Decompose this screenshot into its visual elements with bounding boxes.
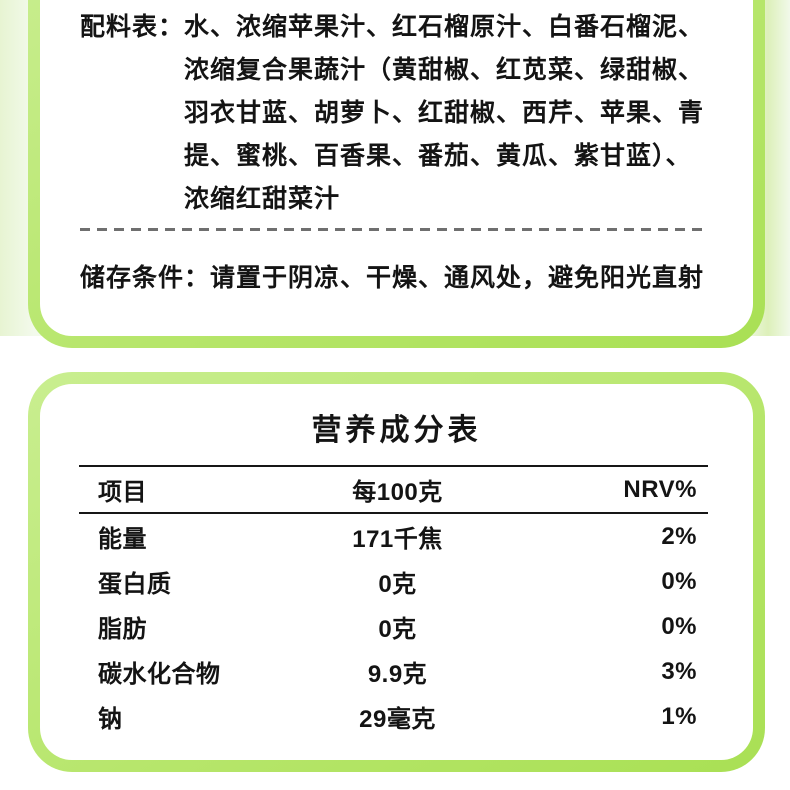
cell-per-100g: 29毫克 [359,706,436,733]
nutrition-table: 项目 每100克 NRV% 能量 171千焦 2% 蛋白质 0克 0% [79,465,708,739]
ingredients-text: 水、浓缩苹果汁、红石榴原汁、白番石榴泥、 浓缩复合果蔬汁（黄甜椒、红苋菜、绿甜椒… [184,6,708,221]
ingredients-card: 配料表： 水、浓缩苹果汁、红石榴原汁、白番石榴泥、 浓缩复合果蔬汁（黄甜椒、红苋… [40,0,753,336]
cell-per-100g: 0克 [378,571,417,598]
cell-item: 碳水化合物 [98,661,221,688]
cell-per-100g: 9.9克 [367,661,428,688]
storage-conditions: 储存条件：请置于阴凉、干燥、通风处，避免阳光直射 [80,257,708,300]
nutrition-title: 营养成分表 [311,414,482,447]
cell-nrv: 1% [661,702,697,730]
storage-label: 储存条件： [80,264,211,292]
storage-text: 请置于阴凉、干燥、通风处，避免阳光直射 [210,264,705,292]
nutrition-card: 营养成分表 项目 每100克 NRV% 能量 171千焦 2% [40,384,753,760]
cell-item: 蛋白质 [98,571,172,598]
table-row-energy: 能量 171千焦 2% [79,513,708,559]
cell-per-100g: 171千焦 [352,526,443,553]
table-row-sodium: 钠 29毫克 1% [79,694,708,739]
ingredients-line-3: 羽衣甘蓝、胡萝卜、红甜椒、西芹、苹果、青 [184,99,705,127]
cell-nrv: 2% [661,522,697,550]
cell-item: 能量 [98,526,147,553]
table-row-carbohydrate: 碳水化合物 9.9克 3% [79,649,708,694]
ingredients-line-1: 水、浓缩苹果汁、红石榴原汁、白番石榴泥、 [184,13,705,41]
cell-nrv: 3% [661,657,697,685]
nutrition-header-row: 项目 每100克 NRV% [79,465,708,514]
column-header-nrv: NRV% [516,465,708,514]
cell-nrv: 0% [661,612,697,640]
ingredients-line-4: 提、蜜桃、百香果、番茄、黄瓜、紫甘蓝）、 [184,142,692,170]
ingredients-line-5: 浓缩红甜菜汁 [184,185,341,213]
cell-per-100g: 0克 [378,616,417,643]
ingredients-card-frame: 配料表： 水、浓缩苹果汁、红石榴原汁、白番石榴泥、 浓缩复合果蔬汁（黄甜椒、红苋… [28,0,765,348]
table-row-fat: 脂肪 0克 0% [79,604,708,649]
table-row-protein: 蛋白质 0克 0% [79,559,708,604]
cell-nrv: 0% [661,567,697,595]
ingredients-line-2: 浓缩复合果蔬汁（黄甜椒、红苋菜、绿甜椒、 [184,56,705,84]
column-header-item: 项目 [79,465,279,514]
column-header-per-100g: 每100克 [279,465,516,514]
dashed-divider [80,228,708,231]
ingredients-label: 配料表： [80,13,185,41]
ingredients-row: 配料表： 水、浓缩苹果汁、红石榴原汁、白番石榴泥、 浓缩复合果蔬汁（黄甜椒、红苋… [80,6,708,221]
nutrition-card-frame: 营养成分表 项目 每100克 NRV% 能量 171千焦 2% [28,372,765,772]
cell-item: 脂肪 [98,616,147,643]
cell-item: 钠 [98,706,123,733]
